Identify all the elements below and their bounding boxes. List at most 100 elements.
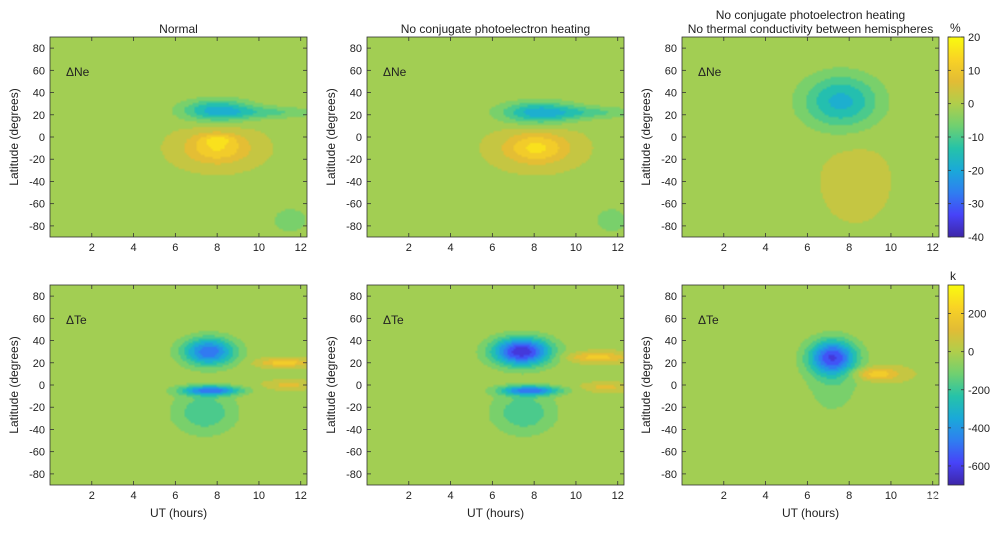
panel-1-1: 2 4 6 8 10 12 80 60 40 20 0 -20 -40 -60 -80 ΔTe Latitude… <box>324 284 625 520</box>
y-tick-label: -80 <box>346 221 362 233</box>
y-tick-label: -20 <box>346 402 362 414</box>
x-axis-label: UT (hours) <box>467 506 524 520</box>
panel-label: ΔTe <box>66 313 87 327</box>
y-tick-label: -60 <box>661 447 677 459</box>
x-tick-label: 10 <box>570 490 582 502</box>
y-tick-label: -60 <box>661 199 677 211</box>
y-tick-label: -80 <box>29 221 45 233</box>
x-tick-label: 10 <box>885 490 897 502</box>
x-tick-label: 2 <box>721 490 727 502</box>
y-tick-label: 40 <box>33 88 45 100</box>
y-tick-label: 40 <box>665 88 677 100</box>
panel-title: No conjugate photoelectron heating <box>716 8 905 22</box>
y-tick-label: 20 <box>33 110 45 122</box>
x-tick-label: 2 <box>89 490 95 502</box>
x-tick-label: 4 <box>763 490 769 502</box>
y-tick-label: 60 <box>350 65 362 77</box>
x-tick-label: 4 <box>131 242 137 254</box>
panel-label: ΔNe <box>383 65 407 79</box>
colorbar-tick-label: -10 <box>968 132 984 144</box>
x-tick-label: 6 <box>489 490 495 502</box>
y-tick-label: 0 <box>671 132 677 144</box>
panel-label: ΔTe <box>698 313 719 327</box>
y-tick-label: -40 <box>29 176 45 188</box>
panel-title: Normal <box>159 22 198 36</box>
y-tick-label: -20 <box>29 154 45 166</box>
panel-0-0: 2 4 6 8 10 12 80 60 40 20 0 -20 -40 -60 -80 ΔNe Normal La… <box>7 22 308 254</box>
y-tick-label: -60 <box>29 199 45 211</box>
y-tick-label: 0 <box>671 380 677 392</box>
colorbar-tick-label: 0 <box>968 99 974 111</box>
y-tick-label: -80 <box>346 469 362 481</box>
y-tick-label: 20 <box>665 110 677 122</box>
x-tick-label: 6 <box>172 490 178 502</box>
x-tick-label: 12 <box>295 490 307 502</box>
y-tick-label: 40 <box>665 336 677 348</box>
y-tick-label: -40 <box>661 176 677 188</box>
x-tick-label: 12 <box>612 242 624 254</box>
y-tick-label: -80 <box>661 221 677 233</box>
y-tick-label: 80 <box>350 291 362 303</box>
y-tick-label: -40 <box>346 176 362 188</box>
y-tick-label: -20 <box>661 402 677 414</box>
colorbar-tick-label: 0 <box>968 347 974 359</box>
panel-label: ΔNe <box>698 65 722 79</box>
y-axis-label: Latitude (degrees) <box>7 88 21 185</box>
colorbar-tick-label: 200 <box>968 309 986 321</box>
y-tick-label: 60 <box>33 313 45 325</box>
x-tick-label: 10 <box>885 242 897 254</box>
y-tick-label: 60 <box>665 313 677 325</box>
x-tick-label: 6 <box>489 242 495 254</box>
y-tick-label: -40 <box>346 424 362 436</box>
colorbar-gradient <box>947 284 965 486</box>
y-tick-label: 80 <box>665 291 677 303</box>
heatmap-field <box>682 37 939 237</box>
y-tick-label: 40 <box>350 88 362 100</box>
heatmap-field <box>367 37 624 237</box>
x-tick-label: 4 <box>448 242 454 254</box>
colorbar-tick-label: -30 <box>968 199 984 211</box>
x-tick-label: 12 <box>295 242 307 254</box>
heatmap-field <box>682 285 939 485</box>
watermark: 科技 <box>926 492 990 527</box>
x-tick-label: 2 <box>721 242 727 254</box>
x-tick-label: 12 <box>927 242 939 254</box>
colorbar-0: 20 10 0 -10 -20 -30 -40% <box>947 21 984 244</box>
colorbar-1: 200 0 -200 -400 -600 k <box>947 269 990 486</box>
y-tick-label: 20 <box>33 358 45 370</box>
panel-1-0: 2 4 6 8 10 12 80 60 40 20 0 -20 -40 -60 -80 ΔTe Latitude… <box>7 284 308 520</box>
y-tick-label: 60 <box>665 65 677 77</box>
y-tick-label: 0 <box>356 380 362 392</box>
y-tick-label: 80 <box>665 43 677 55</box>
y-tick-label: 80 <box>33 291 45 303</box>
colorbar-tick-label: 10 <box>968 65 980 77</box>
y-tick-label: 0 <box>356 132 362 144</box>
y-tick-label: -20 <box>29 402 45 414</box>
y-tick-label: -80 <box>661 469 677 481</box>
y-axis-label: Latitude (degrees) <box>324 336 338 433</box>
y-tick-label: -80 <box>29 469 45 481</box>
x-tick-label: 8 <box>214 490 220 502</box>
x-tick-label: 12 <box>612 490 624 502</box>
heatmap-field <box>367 285 624 485</box>
y-tick-label: 0 <box>39 132 45 144</box>
panel-label: ΔNe <box>66 65 90 79</box>
x-tick-label: 2 <box>89 242 95 254</box>
y-tick-label: 60 <box>350 313 362 325</box>
y-tick-label: 20 <box>665 358 677 370</box>
y-tick-label: -20 <box>661 154 677 166</box>
heatmap-field <box>50 37 307 237</box>
y-tick-label: 60 <box>33 65 45 77</box>
y-tick-label: 80 <box>350 43 362 55</box>
y-axis-label: Latitude (degrees) <box>639 336 653 433</box>
panel-title: No conjugate photoelectron heating <box>401 22 590 36</box>
x-axis-label: UT (hours) <box>150 506 207 520</box>
y-tick-label: 20 <box>350 358 362 370</box>
y-tick-label: -20 <box>346 154 362 166</box>
x-tick-label: 10 <box>253 242 265 254</box>
y-tick-label: 80 <box>33 43 45 55</box>
y-tick-label: -60 <box>29 447 45 459</box>
colorbar-unit: k <box>950 269 957 283</box>
y-tick-label: 20 <box>350 110 362 122</box>
